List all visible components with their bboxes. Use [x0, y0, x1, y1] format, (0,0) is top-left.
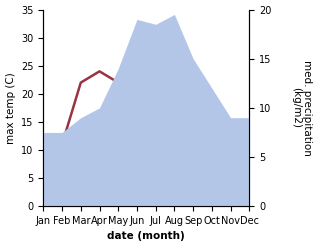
Y-axis label: med. precipitation
(kg/m2): med. precipitation (kg/m2)	[291, 60, 313, 156]
Y-axis label: max temp (C): max temp (C)	[5, 72, 16, 144]
X-axis label: date (month): date (month)	[107, 231, 185, 242]
